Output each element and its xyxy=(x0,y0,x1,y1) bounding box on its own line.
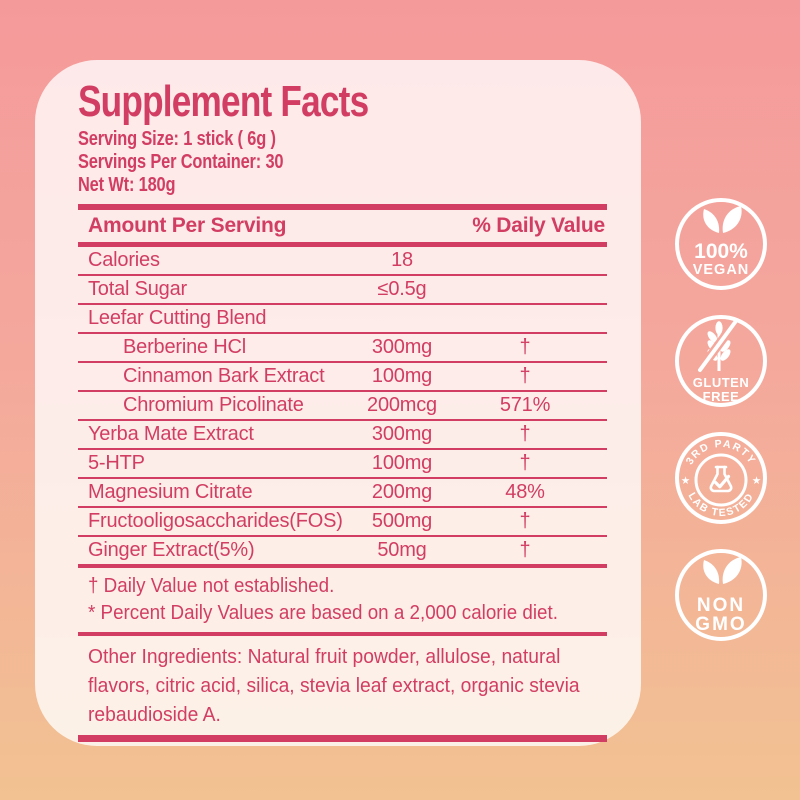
table-cell-amount: 100mg xyxy=(371,365,433,387)
badge-ring xyxy=(675,549,767,641)
table-cell-amount: 200mg xyxy=(371,481,433,503)
table-cell-amount: 300mg xyxy=(371,336,433,358)
table-cell-dv: † xyxy=(519,539,531,561)
table-cell-dv: † xyxy=(519,365,531,387)
flask-check-icon xyxy=(709,465,733,493)
wheat-icon xyxy=(707,321,731,371)
table-cell-amount: 200mcg xyxy=(367,394,437,416)
table-cell-name: Fructooligosaccharides(FOS) xyxy=(88,510,343,532)
table-row: Fructooligosaccharides(FOS) 500mg † xyxy=(78,508,607,537)
table-cell-amount: 500mg xyxy=(371,510,433,532)
badge-text: 100% xyxy=(694,240,748,263)
amount-per-serving-header: Amount Per Serving xyxy=(88,214,287,237)
table-cell-name: Total Sugar xyxy=(88,278,187,300)
table-cell-amount: 18 xyxy=(391,249,413,271)
inner-ring xyxy=(694,453,748,507)
table-row: Total Sugar ≤0.5g xyxy=(78,276,607,305)
table-cell-name: Ginger Extract(5%) xyxy=(88,539,255,561)
table-cell-dv: † xyxy=(519,452,531,474)
serving-info: Serving Size: 1 stick ( 6g ) Servings Pe… xyxy=(78,128,607,197)
badge-text: VEGAN xyxy=(693,262,750,278)
other-ingredients: Other Ingredients: Natural fruit powder,… xyxy=(78,636,607,742)
other-ingredients-line: flavors, citric acid, silica, stevia lea… xyxy=(88,674,580,697)
badge-text: FREE xyxy=(703,389,740,404)
table-cell-dv: 571% xyxy=(499,394,551,416)
table-body: Calories 18 Total Sugar ≤0.5g Leefar Cutting… xyxy=(78,247,607,564)
table-row: Magnesium Citrate 200mg 48% xyxy=(78,479,607,508)
table-cell-dv: † xyxy=(519,423,531,445)
vegan-badge: 100% VEGAN xyxy=(675,198,767,290)
star-icon: ★ xyxy=(752,476,761,486)
table-cell-name: Yerba Mate Extract xyxy=(88,423,254,445)
table-row: Yerba Mate Extract 300mg † xyxy=(78,421,607,450)
net-weight-line: Net Wt: 180g xyxy=(78,174,176,196)
badge-ring xyxy=(675,315,767,407)
table-row: Leefar Cutting Blend xyxy=(78,305,607,334)
table-cell-name: Berberine HCl xyxy=(123,336,247,358)
table-cell-name: 5-HTP xyxy=(88,452,145,474)
table-row: Cinnamon Bark Extract 100mg † xyxy=(78,363,607,392)
table-cell-dv xyxy=(457,307,607,330)
table-cell-amount: 50mg xyxy=(377,539,427,561)
table-cell-dv xyxy=(457,249,607,272)
table-cell-amount: 100mg xyxy=(371,452,433,474)
servings-per-container-line: Servings Per Container: 30 xyxy=(78,151,284,173)
table-cell-name: Calories xyxy=(88,249,160,271)
page-title: Supplement Facts xyxy=(78,77,369,126)
lab-tested-badge: 3RD PARTY LAB TESTED ★ ★ xyxy=(675,432,767,524)
serving-size-line: Serving Size: 1 stick ( 6g ) xyxy=(78,128,276,150)
table-cell-name: Cinnamon Bark Extract xyxy=(123,365,325,387)
footnotes: † Daily Value not established. * Percent… xyxy=(78,564,607,636)
table-cell-amount xyxy=(347,307,457,330)
daily-value-header: % Daily Value xyxy=(472,214,605,237)
table-header-row: Amount Per Serving % Daily Value xyxy=(78,204,607,247)
gluten-free-badge: GLUTEN FREE xyxy=(675,315,767,407)
badge-column: 100% VEGAN GLUTEN FREE xyxy=(673,196,769,643)
supplement-facts-panel: Supplement Facts Serving Size: 1 stick (… xyxy=(35,60,641,746)
table-cell-name: Chromium Picolinate xyxy=(123,394,304,416)
footnote-dagger: † Daily Value not established. xyxy=(88,575,335,597)
table-cell-dv xyxy=(457,278,607,301)
table-row: Berberine HCl 300mg † xyxy=(78,334,607,363)
badge-ring xyxy=(675,198,767,290)
leaves-icon xyxy=(703,557,742,584)
table-row: 5-HTP 100mg † xyxy=(78,450,607,479)
table-cell-amount: 300mg xyxy=(371,423,433,445)
star-icon: ★ xyxy=(681,476,690,486)
badge-text: NON xyxy=(697,595,745,616)
table-row: Ginger Extract(5%) 50mg † xyxy=(78,537,607,564)
badge-text: GLUTEN xyxy=(693,375,749,390)
slash-icon xyxy=(698,319,738,372)
non-gmo-badge: NON GMO xyxy=(675,549,767,641)
table-row: Chromium Picolinate 200mcg 571% xyxy=(78,392,607,421)
table-cell-amount: ≤0.5g xyxy=(377,278,427,300)
other-ingredients-line: rebaudioside A. xyxy=(88,703,221,726)
table-row: Calories 18 xyxy=(78,247,607,276)
table-cell-dv: † xyxy=(519,336,531,358)
table-cell-name: Leefar Cutting Blend xyxy=(88,307,267,329)
table-cell-dv: 48% xyxy=(505,481,545,503)
footnote-percent: * Percent Daily Values are based on a 2,… xyxy=(88,602,558,624)
other-ingredients-line: Other Ingredients: Natural fruit powder,… xyxy=(88,645,561,668)
badge-ring xyxy=(675,432,767,524)
badge-text: GMO xyxy=(695,614,746,635)
leaves-icon xyxy=(703,206,742,233)
table-cell-dv: † xyxy=(519,510,531,532)
table-cell-name: Magnesium Citrate xyxy=(88,481,253,503)
facts-table: Amount Per Serving % Daily Value Calorie… xyxy=(78,204,607,742)
